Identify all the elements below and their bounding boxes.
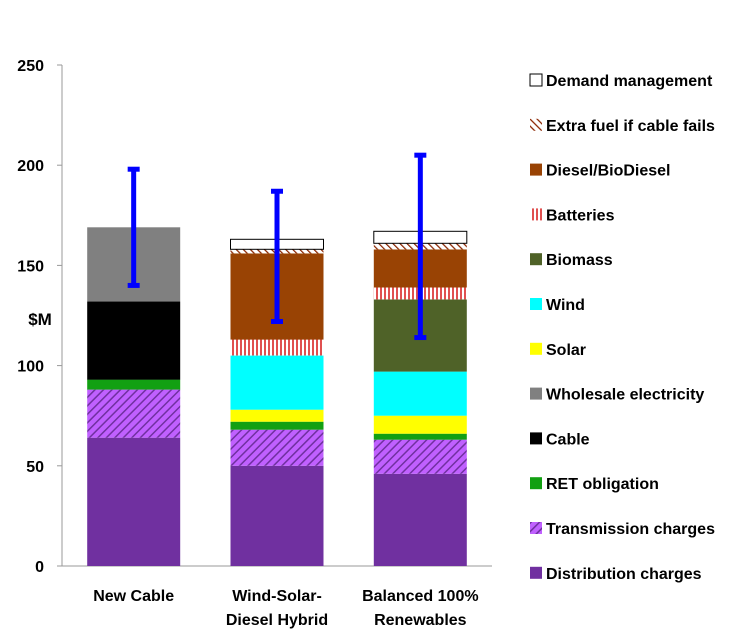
legend-label: Extra fuel if cable fails — [546, 118, 715, 135]
bar-segment-ret-obligation — [87, 379, 181, 390]
y-tick-label: 50 — [26, 459, 44, 476]
y-tick-label: 0 — [35, 559, 44, 576]
legend-swatch — [530, 253, 542, 266]
bar-segment-transmission-charges — [87, 389, 181, 438]
legend-label: Diesel/BioDiesel — [546, 163, 671, 180]
y-tick-label: 200 — [17, 158, 44, 175]
category-label-line: Diesel Hybrid — [226, 612, 328, 629]
legend-swatch — [530, 387, 542, 400]
bar-segment-ret-obligation — [373, 433, 467, 440]
legend-label: Biomass — [546, 252, 613, 269]
bar-segment-transmission-charges — [230, 429, 324, 466]
legend-swatch — [530, 208, 542, 221]
y-tick-label: 150 — [17, 258, 44, 275]
legend-swatch — [530, 298, 542, 310]
legend-label: Demand management — [546, 73, 713, 90]
legend-swatch — [530, 477, 542, 490]
legend: Demand management Extra fuel if cable fai… — [529, 73, 715, 583]
bar-segment-distribution-charges — [373, 473, 467, 566]
bar-segment-transmission-charges — [373, 439, 467, 474]
category-label: New Cable — [93, 588, 174, 605]
bar-segment-distribution-charges — [87, 437, 181, 566]
category-label-line: Wind-Solar- — [232, 588, 322, 605]
legend-swatch — [530, 566, 542, 579]
legend-label: Cable — [546, 431, 590, 448]
y-axis-label: $M — [28, 310, 52, 329]
bar-segment-distribution-charges — [230, 465, 324, 566]
legend-label: Solar — [546, 342, 586, 359]
y-tick-label: 250 — [17, 58, 44, 75]
legend-label: Distribution charges — [546, 566, 702, 583]
legend-label: Wind — [546, 297, 585, 314]
category-label-line: Renewables — [374, 612, 467, 629]
legend-swatch — [530, 118, 542, 131]
category-label: Wind-Solar- Diesel Hybrid — [226, 588, 328, 629]
bars-group — [87, 227, 468, 566]
legend-swatch — [530, 432, 542, 445]
category-label-line: Balanced 100% — [362, 588, 479, 605]
legend-swatch — [530, 163, 542, 176]
bar-segment-solar — [373, 415, 467, 434]
bar-segment-ret-obligation — [230, 421, 324, 430]
category-label: Balanced 100% Renewables — [362, 588, 479, 629]
bar-segment-solar — [230, 409, 324, 422]
legend-swatch — [530, 342, 542, 355]
legend-label: Batteries — [546, 207, 615, 224]
legend-label: Transmission charges — [546, 521, 715, 538]
y-tick-label: 100 — [17, 359, 44, 376]
bar-segment-batteries — [230, 339, 324, 356]
category-label-line: New Cable — [93, 588, 174, 605]
legend-swatch — [530, 522, 542, 534]
legend-swatch — [529, 73, 543, 87]
error-bars-group — [127, 152, 427, 341]
bar-segment-wind — [230, 355, 324, 410]
legend-label: Wholesale electricity — [546, 387, 704, 404]
legend-label: RET obligation — [546, 476, 659, 493]
bar-segment-wind — [373, 371, 467, 416]
bar-segment-cable — [87, 301, 181, 380]
x-axis-categories: New Cable Wind-Solar- Diesel Hybrid Balance… — [93, 588, 478, 629]
